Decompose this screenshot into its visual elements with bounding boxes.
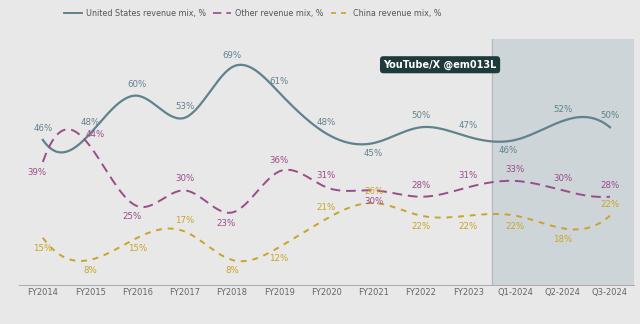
- Text: 22%: 22%: [458, 222, 478, 231]
- Text: 44%: 44%: [86, 130, 105, 139]
- Text: 46%: 46%: [499, 146, 518, 155]
- Text: 48%: 48%: [317, 118, 336, 127]
- Text: 25%: 25%: [122, 213, 141, 222]
- Text: 50%: 50%: [600, 111, 620, 120]
- Text: 17%: 17%: [175, 215, 195, 225]
- Text: 8%: 8%: [83, 266, 97, 275]
- Text: 21%: 21%: [317, 203, 336, 212]
- Text: 48%: 48%: [81, 118, 100, 127]
- Text: YouTube/X @em013L: YouTube/X @em013L: [383, 60, 497, 70]
- Text: 15%: 15%: [128, 244, 147, 253]
- Text: 15%: 15%: [33, 244, 52, 253]
- Text: 53%: 53%: [175, 102, 195, 111]
- Legend: United States revenue mix, %, Other revenue mix, %, China revenue mix, %: United States revenue mix, %, Other reve…: [61, 6, 444, 21]
- Text: 30%: 30%: [364, 197, 383, 206]
- Text: 36%: 36%: [269, 156, 289, 165]
- Text: 61%: 61%: [269, 76, 289, 86]
- Text: 26%: 26%: [364, 187, 383, 196]
- Text: 12%: 12%: [269, 253, 289, 262]
- Text: 8%: 8%: [225, 266, 239, 275]
- Text: 30%: 30%: [175, 174, 195, 183]
- Text: 33%: 33%: [506, 165, 525, 174]
- Text: 31%: 31%: [458, 171, 478, 180]
- Text: 50%: 50%: [412, 111, 431, 120]
- Text: 22%: 22%: [600, 200, 620, 209]
- Text: 52%: 52%: [553, 105, 572, 114]
- Text: 39%: 39%: [28, 168, 47, 177]
- Text: 22%: 22%: [412, 222, 431, 231]
- Text: 30%: 30%: [553, 174, 572, 183]
- Text: 22%: 22%: [506, 222, 525, 231]
- Text: 23%: 23%: [217, 219, 236, 228]
- Text: 28%: 28%: [600, 181, 620, 190]
- Text: 18%: 18%: [553, 235, 572, 244]
- Text: 47%: 47%: [458, 121, 478, 130]
- Text: 69%: 69%: [222, 51, 241, 60]
- Bar: [492, 39, 634, 285]
- Text: 60%: 60%: [128, 80, 147, 89]
- Text: 31%: 31%: [317, 171, 336, 180]
- Text: 46%: 46%: [33, 124, 52, 133]
- Text: 45%: 45%: [364, 149, 383, 158]
- Text: 28%: 28%: [412, 181, 431, 190]
